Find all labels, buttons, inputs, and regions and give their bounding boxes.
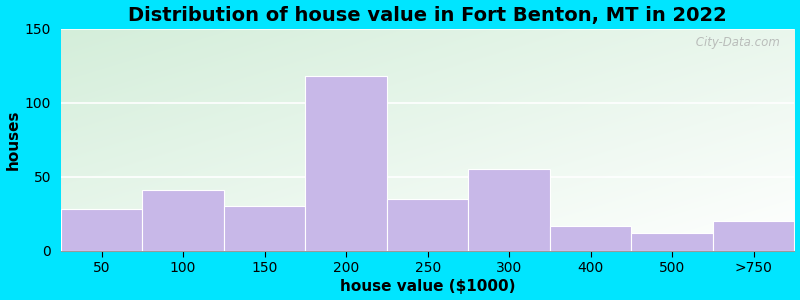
Bar (306, 76, 387, 251)
Bar (550, 226, 631, 251)
X-axis label: house value ($1000): house value ($1000) (340, 279, 515, 294)
Title: Distribution of house value in Fort Benton, MT in 2022: Distribution of house value in Fort Bent… (128, 6, 727, 25)
Bar (713, 221, 794, 251)
Text: City-Data.com: City-Data.com (692, 35, 780, 49)
Bar (631, 233, 713, 251)
Bar (468, 169, 550, 251)
Y-axis label: houses: houses (6, 110, 21, 170)
Bar (61, 209, 142, 251)
Bar (387, 199, 468, 251)
Bar (224, 206, 306, 251)
Bar (142, 190, 224, 251)
